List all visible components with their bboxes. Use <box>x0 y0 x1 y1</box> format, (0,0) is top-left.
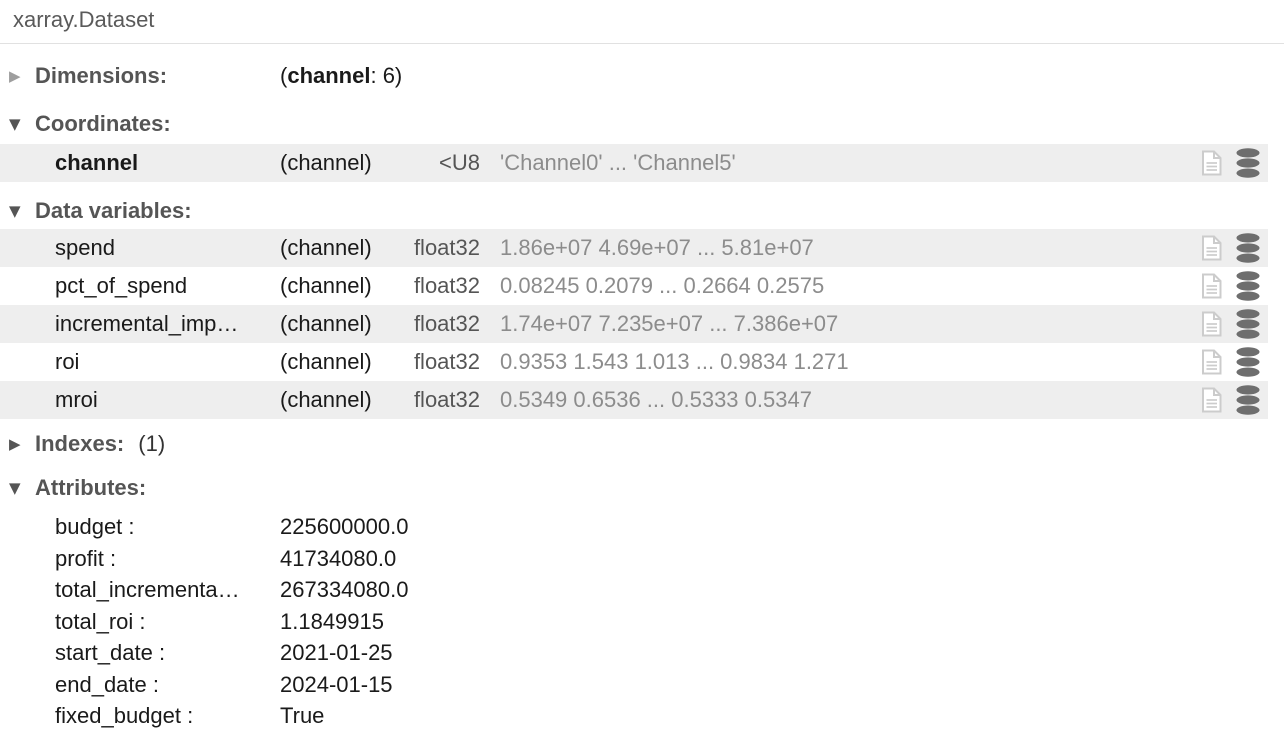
var-preview: 0.5349 0.6536 ... 0.5333 0.5347 <box>500 387 812 412</box>
attr-name: total_roi : <box>55 608 146 634</box>
coord-row: channel (channel) <U8 'Channel0' ... 'Ch… <box>0 144 1268 182</box>
attr-value: 2021-01-25 <box>280 640 393 665</box>
var-name: incremental_imp… <box>55 311 239 336</box>
file-text-icon[interactable] <box>1194 387 1228 413</box>
indexes-label: Indexes: <box>35 431 125 456</box>
database-icon[interactable] <box>1228 347 1268 377</box>
indexes-section-header[interactable]: ▶ Indexes: (1) <box>0 429 1284 459</box>
attr-name: fixed_budget : <box>55 703 194 728</box>
file-text-icon[interactable] <box>1194 311 1228 337</box>
var-name: pct_of_spend <box>55 273 188 298</box>
database-icon[interactable] <box>1228 148 1268 178</box>
var-dtype: float32 <box>413 235 480 260</box>
coordinates-list: channel (channel) <U8 'Channel0' ... 'Ch… <box>0 144 1284 182</box>
var-dtype: float32 <box>413 349 480 374</box>
var-dims: (channel) <box>280 387 372 412</box>
attributes-list: budget : 225600000.0 profit : 41734080.0… <box>0 511 1284 732</box>
coordinates-label: Coordinates: <box>35 111 171 136</box>
dimension-size: : 6) <box>370 63 403 88</box>
attr-value: 267334080.0 <box>280 577 409 602</box>
var-row: incremental_imp… (channel) float32 1.74e… <box>0 305 1268 343</box>
attr-value: True <box>280 703 325 728</box>
data-variables-section-header[interactable]: ▼ Data variables: <box>0 196 1284 226</box>
data-variables-list: spend (channel) float32 1.86e+07 4.69e+0… <box>0 229 1284 419</box>
attr-value: 225600000.0 <box>280 514 409 539</box>
attr-name: total_incrementa… <box>55 577 240 602</box>
var-name: spend <box>55 235 115 260</box>
attr-name: end_date : <box>55 671 159 697</box>
attr-value: 2024-01-15 <box>280 671 393 697</box>
var-preview: 0.9353 1.543 1.013 ... 0.9834 1.271 <box>500 349 849 374</box>
collapse-arrow-icon[interactable]: ▼ <box>9 115 21 133</box>
data-variables-label: Data variables: <box>35 198 192 223</box>
var-preview: 0.08245 0.2079 ... 0.2664 0.2575 <box>500 273 825 298</box>
indexes-count: (1) <box>138 431 166 456</box>
dimensions-section-header[interactable]: ▶ Dimensions: (channel: 6) <box>0 61 1284 91</box>
var-preview: 'Channel0' ... 'Channel5' <box>500 150 736 175</box>
var-row: roi (channel) float32 0.9353 1.543 1.013… <box>0 343 1268 381</box>
database-icon[interactable] <box>1228 309 1268 339</box>
collapse-arrow-icon[interactable]: ▼ <box>9 479 21 497</box>
var-row: pct_of_spend (channel) float32 0.08245 0… <box>0 267 1268 305</box>
var-dtype: float32 <box>413 311 480 336</box>
attr-name: profit : <box>55 545 117 571</box>
var-name: channel <box>55 150 139 175</box>
attr-name: budget : <box>55 514 135 539</box>
file-text-icon[interactable] <box>1194 349 1228 375</box>
attr-value: 41734080.0 <box>280 545 397 571</box>
var-dims: (channel) <box>280 150 372 175</box>
var-name: roi <box>55 349 80 374</box>
var-preview: 1.74e+07 7.235e+07 ... 7.386e+07 <box>500 311 839 336</box>
var-dtype: float32 <box>413 273 480 298</box>
file-text-icon[interactable] <box>1194 273 1228 299</box>
attr-value: 1.1849915 <box>280 608 384 634</box>
var-dims: (channel) <box>280 273 372 298</box>
var-dims: (channel) <box>280 311 372 336</box>
database-icon[interactable] <box>1228 271 1268 301</box>
expand-arrow-icon[interactable]: ▶ <box>9 435 21 453</box>
dimensions-summary: (channel: 6) <box>280 63 403 88</box>
var-dims: (channel) <box>280 349 372 374</box>
divider <box>0 43 1284 44</box>
object-type-label: xarray.Dataset <box>13 7 155 32</box>
var-preview: 1.86e+07 4.69e+07 ... 5.81e+07 <box>500 235 814 260</box>
var-dtype: float32 <box>413 387 480 412</box>
dimensions-label: Dimensions: <box>35 63 168 88</box>
expand-arrow-icon[interactable]: ▶ <box>9 67 21 85</box>
attributes-section-header[interactable]: ▼ Attributes: <box>0 473 1284 503</box>
file-text-icon[interactable] <box>1194 150 1228 176</box>
var-row: spend (channel) float32 1.86e+07 4.69e+0… <box>0 229 1268 267</box>
coordinates-section-header[interactable]: ▼ Coordinates: <box>0 109 1284 139</box>
database-icon[interactable] <box>1228 385 1268 415</box>
attr-name: start_date : <box>55 640 166 665</box>
database-icon[interactable] <box>1228 233 1268 263</box>
var-dims: (channel) <box>280 235 372 260</box>
collapse-arrow-icon[interactable]: ▼ <box>9 202 21 220</box>
attributes-label: Attributes: <box>35 475 147 500</box>
var-dtype: <U8 <box>439 150 480 175</box>
dimension-name: channel <box>287 63 371 88</box>
var-name: mroi <box>55 387 98 412</box>
file-text-icon[interactable] <box>1194 235 1228 261</box>
var-row: mroi (channel) float32 0.5349 0.6536 ...… <box>0 381 1268 419</box>
